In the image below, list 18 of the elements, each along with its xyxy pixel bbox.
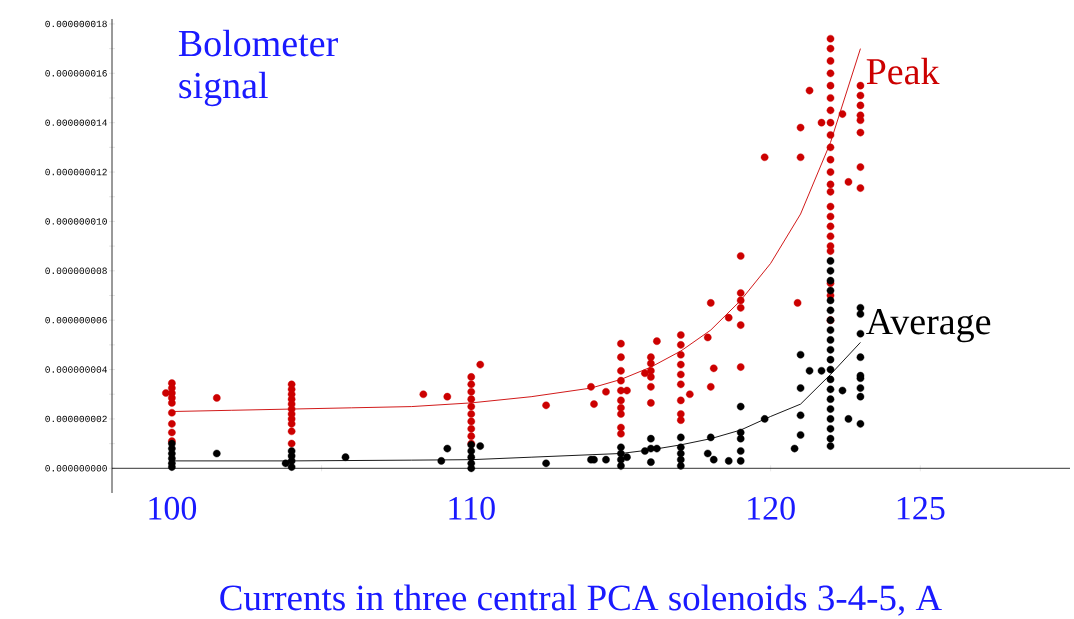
x-tick-label: 110 xyxy=(449,496,495,520)
y-tick-label: 0.000000010 xyxy=(45,218,107,225)
series-label: Peak xyxy=(866,57,940,85)
y-tick-label: 0.000000014 xyxy=(45,119,107,126)
annotation: Bolometer signal xyxy=(178,29,338,107)
y-tick-label: 0.000000000 xyxy=(45,465,107,472)
y-tick-label: 0.000000016 xyxy=(45,70,107,77)
x-tick-label: 125 xyxy=(897,496,945,520)
x-tick-label: 100 xyxy=(149,496,197,520)
y-tick-label: 0.000000002 xyxy=(45,415,107,423)
x-tick-label: 120 xyxy=(748,496,795,520)
series-label: Average xyxy=(866,308,991,343)
y-tick-label: 0.000000006 xyxy=(45,316,107,324)
y-tick-label: 0.000000004 xyxy=(45,366,107,373)
y-tick-label: 0.000000018 xyxy=(45,20,107,28)
x-axis-title: Currents in three central PCA solenoids 3-4-5, A xyxy=(220,584,942,616)
y-tick-label: 0.000000008 xyxy=(45,267,107,274)
y-tick-label: 0.000000012 xyxy=(45,168,107,176)
